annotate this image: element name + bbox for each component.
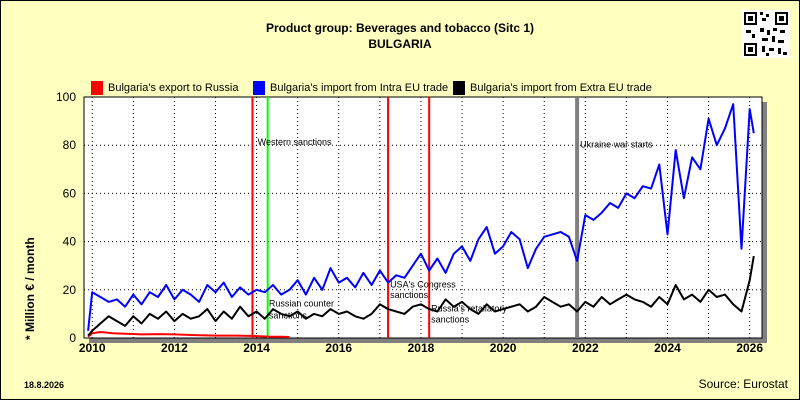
x-tick-label: 2026 bbox=[736, 341, 763, 355]
x-tick-label: 2010 bbox=[79, 341, 106, 355]
legend-item-import-extra-eu: Bulgaria's import from Extra EU trade bbox=[453, 80, 652, 96]
event-label-western-sanctions: Western sanctions bbox=[258, 137, 332, 147]
legend-item-export-russia: Bulgaria's export to Russia bbox=[91, 80, 239, 96]
plot-background bbox=[83, 96, 763, 339]
annotation-russia-retaliatory-line2: sanctions bbox=[431, 314, 470, 324]
series-line-2 bbox=[87, 255, 755, 337]
legend-label: Bulgaria's import from Intra EU trade bbox=[270, 82, 449, 94]
chart-subtitle: BULGARIA bbox=[368, 37, 432, 51]
x-tick-label: 2012 bbox=[161, 341, 188, 355]
y-tick-label: 60 bbox=[63, 186, 77, 200]
legend-item-import-intra-eu: Bulgaria's import from Intra EU trade bbox=[253, 80, 448, 96]
legend-label: Bulgaria's import from Extra EU trade bbox=[470, 82, 652, 94]
legend-swatch-blue bbox=[253, 81, 265, 95]
annotation-russian-counter-line1: Russian counter bbox=[269, 299, 334, 309]
date-stamp: 18.8.2026 bbox=[24, 380, 65, 390]
x-tick-label: 2022 bbox=[572, 341, 599, 355]
series-line-1 bbox=[87, 103, 755, 331]
grid-lines bbox=[84, 96, 762, 339]
qr-code-icon bbox=[742, 10, 790, 58]
y-tick-label: 20 bbox=[63, 283, 77, 297]
event-label-usa-congress-line2: sanctions bbox=[390, 290, 429, 300]
event-labels: Western sanctions Ukraine war starts USA's… bbox=[258, 137, 653, 324]
y-tick-label: 100 bbox=[56, 90, 76, 104]
series-lines bbox=[87, 103, 755, 338]
chart-title: Product group: Beverages and tobacco (Si… bbox=[265, 21, 535, 35]
y-tick-label: 80 bbox=[63, 138, 77, 152]
axes: 0 20 40 60 80 100 2010 2012 2014 2016 2018 2020 2022… bbox=[56, 90, 763, 355]
plot-area bbox=[83, 96, 763, 339]
x-tick-label: 2020 bbox=[490, 341, 517, 355]
y-tick-label: 0 bbox=[69, 331, 76, 345]
x-tick-label: 2016 bbox=[325, 341, 352, 355]
legend-swatch-black bbox=[453, 81, 465, 95]
event-label-ukraine-war: Ukraine war starts bbox=[580, 140, 653, 150]
legend-label: Bulgaria's export to Russia bbox=[108, 82, 239, 94]
series-line-0 bbox=[87, 331, 290, 338]
annotation-russia-retaliatory-line1: Russia's retaliatory bbox=[431, 303, 507, 313]
x-tick-label: 2024 bbox=[654, 341, 681, 355]
x-tick-label: 2014 bbox=[243, 341, 270, 355]
event-label-usa-congress-line1: USA's Congress bbox=[390, 279, 456, 289]
event-lines bbox=[251, 97, 580, 338]
annotation-russian-counter-line2: sanctions bbox=[269, 311, 308, 321]
legend-swatch-red bbox=[91, 81, 103, 95]
x-tick-label: 2018 bbox=[408, 341, 435, 355]
y-tick-label: 40 bbox=[63, 235, 77, 249]
source-label: Source: Eurostat bbox=[698, 377, 788, 391]
